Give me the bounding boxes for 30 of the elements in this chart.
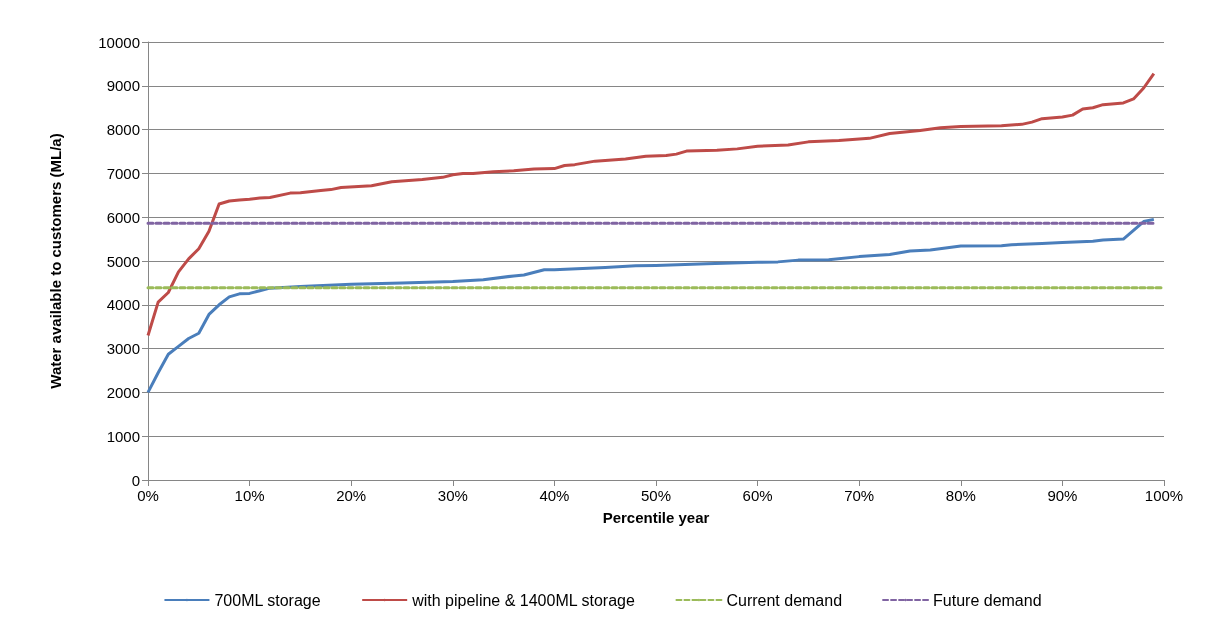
- x-tick-label: 40%: [539, 487, 570, 504]
- line-series: [146, 72, 1156, 337]
- y-tick-label: 2000: [106, 383, 140, 401]
- legend-label: Future demand: [933, 591, 1042, 609]
- y-tick-label: 9000: [106, 77, 140, 95]
- y-axis-title: Water available to customers (ML/a): [47, 133, 64, 389]
- y-tick-label: 0: [131, 471, 140, 489]
- y-tick-label: 1000: [106, 427, 140, 445]
- y-tick-label: 8000: [106, 121, 140, 139]
- x-tick-label: 0%: [137, 487, 159, 504]
- y-tick-label: 5000: [106, 252, 140, 270]
- x-tick-label: 90%: [1047, 487, 1078, 504]
- y-tick-label: 4000: [106, 296, 140, 314]
- y-tick-label: 7000: [106, 164, 140, 182]
- y-tick-label: 6000: [106, 208, 140, 226]
- legend-label: with pipeline & 1400ML storage: [411, 591, 635, 609]
- y-tick-label: 3000: [106, 340, 140, 358]
- x-tick-label: 80%: [945, 487, 976, 504]
- legend-label: 700ML storage: [214, 591, 321, 609]
- x-axis-title: Percentile year: [602, 509, 710, 526]
- x-tick-label: 10%: [234, 487, 265, 504]
- x-tick-label: 30%: [437, 487, 468, 504]
- x-tick-label: 60%: [742, 487, 773, 504]
- x-tick-label: 70%: [844, 487, 875, 504]
- x-tick-label: 50%: [640, 487, 672, 504]
- x-tick-label: 20%: [336, 487, 367, 504]
- legend-label: Current demand: [726, 591, 843, 609]
- y-tick-label: 10000: [98, 33, 140, 51]
- x-tick-label: 100%: [1144, 487, 1184, 504]
- line-series: [146, 217, 1156, 394]
